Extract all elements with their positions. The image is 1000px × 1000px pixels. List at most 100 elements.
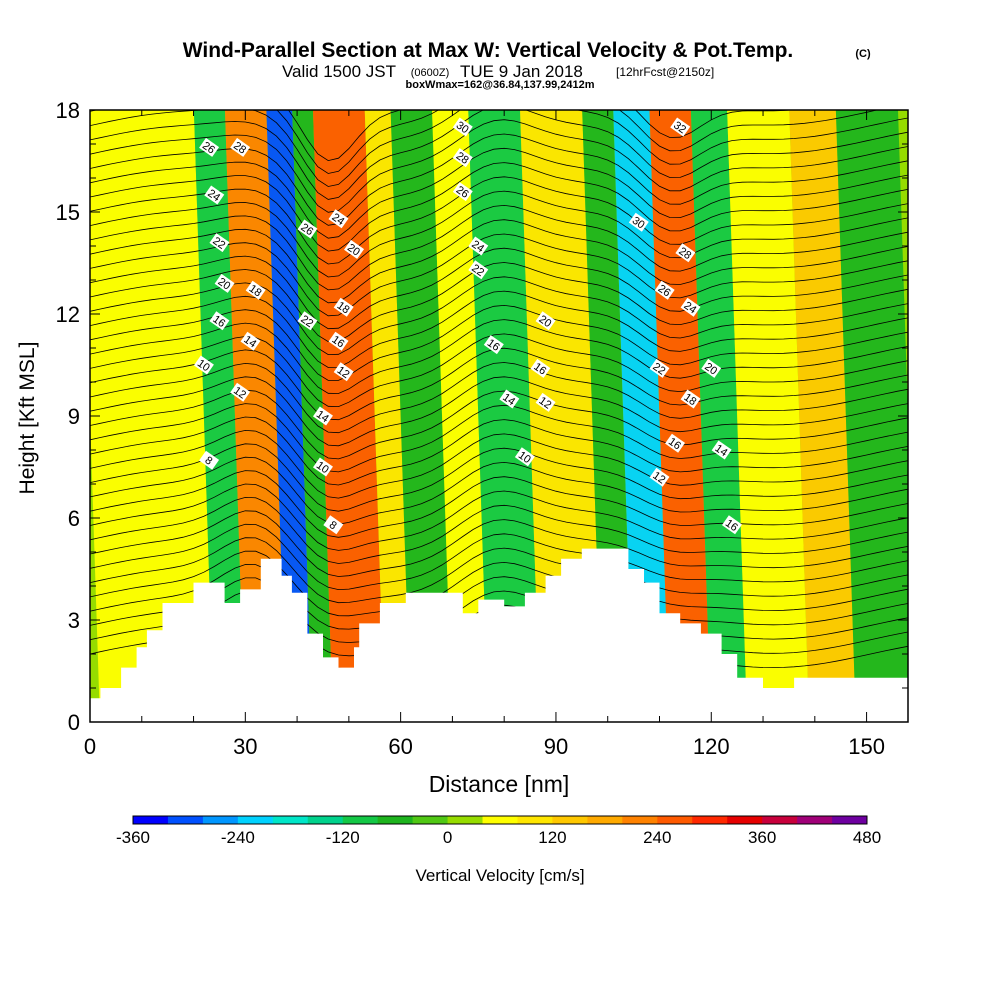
colorbar-swatch — [412, 816, 449, 824]
isentrope-label: 16 — [665, 433, 686, 453]
isentrope-line — [90, 456, 908, 525]
svg-text:16: 16 — [485, 337, 502, 354]
svg-text:24: 24 — [205, 187, 222, 204]
isentrope-line — [90, 304, 908, 381]
isentrope-line — [90, 247, 908, 330]
chart-title: Wind-Parallel Section at Max W: Vertical… — [183, 39, 794, 62]
isentrope-label: 10 — [514, 447, 535, 467]
isentrope-label: 28 — [452, 148, 473, 168]
isentrope-line — [90, 110, 908, 200]
colorbar-tick-label: 0 — [443, 828, 452, 847]
svg-text:20: 20 — [216, 276, 233, 293]
isentrope-line — [90, 362, 908, 434]
svg-text:14: 14 — [713, 442, 730, 459]
svg-text:26: 26 — [298, 221, 315, 238]
isentrope-line — [90, 190, 908, 278]
colorbar-swatch — [587, 816, 623, 824]
svg-text:26: 26 — [656, 283, 673, 300]
colorbar-swatch — [517, 816, 553, 824]
colorbar-swatch — [657, 816, 693, 824]
isentrope-line — [90, 290, 908, 368]
isentrope-line — [90, 110, 908, 187]
isentrope-label: 12 — [535, 392, 556, 412]
svg-text:16: 16 — [531, 361, 548, 378]
isentrope-line — [90, 523, 908, 591]
colorbar-tick-label: -360 — [116, 828, 150, 847]
y-tick-label: 0 — [68, 710, 80, 735]
y-tick-label: 12 — [56, 302, 80, 327]
isentrope-label: 12 — [230, 382, 251, 402]
svg-text:8: 8 — [327, 519, 339, 532]
isentrope-line — [90, 443, 908, 512]
svg-text:14: 14 — [500, 391, 517, 408]
colorbar-swatch — [832, 816, 868, 824]
isentrope-line — [90, 403, 908, 473]
isentrope-line — [90, 416, 908, 486]
svg-text:32: 32 — [671, 119, 688, 136]
isentrope-label: 8 — [199, 450, 220, 470]
svg-text:10: 10 — [314, 459, 331, 476]
y-tick-label: 18 — [56, 98, 80, 123]
isentrope-label: 20 — [214, 273, 235, 293]
y-tick-label: 9 — [68, 404, 80, 429]
isentrope-line — [90, 550, 908, 617]
colorbar-swatch — [762, 816, 798, 824]
colorbar-tick-label: 240 — [643, 828, 671, 847]
svg-text:18: 18 — [335, 300, 352, 317]
velocity-band — [613, 110, 670, 722]
velocity-band — [649, 110, 711, 722]
svg-text:20: 20 — [702, 361, 719, 378]
svg-text:30: 30 — [454, 119, 471, 136]
isentrope-line — [90, 537, 908, 604]
svg-text:28: 28 — [676, 245, 693, 262]
svg-text:22: 22 — [650, 361, 667, 378]
y-tick-label: 6 — [68, 506, 80, 531]
colorbar-tick-label: 360 — [748, 828, 776, 847]
velocity-band — [364, 110, 411, 722]
isentrope-line — [90, 319, 908, 394]
svg-text:12: 12 — [537, 395, 554, 412]
isentrope-label: 12 — [649, 467, 670, 487]
colorbar-swatch — [167, 816, 204, 824]
colorbar-swatch — [377, 816, 414, 824]
velocity-band — [266, 110, 313, 722]
isentrope-label: 30 — [628, 212, 649, 232]
y-axis-label: Height [Kft MSL] — [16, 342, 39, 495]
isentrope-label: 16 — [328, 331, 349, 351]
isentrope-line — [90, 496, 908, 564]
svg-text:10: 10 — [516, 449, 533, 466]
isentrope-label: 24 — [468, 236, 489, 256]
x-tick-label: 60 — [388, 734, 412, 759]
isentrope-label: 22 — [209, 233, 230, 253]
colorbar-swatch — [133, 816, 169, 824]
colorbar-swatch — [272, 816, 309, 824]
isentrope-line — [90, 119, 908, 213]
isentrope-line — [287, 110, 798, 162]
svg-text:22: 22 — [469, 262, 486, 279]
isentrope-line — [90, 162, 908, 252]
isentrope-label: 14 — [312, 406, 333, 426]
colorbar-swatch — [482, 816, 518, 824]
x-tick-label: 0 — [84, 734, 96, 759]
isentrope-label: 22 — [649, 358, 670, 378]
box-info: boxWmax=162@36.84,137.99,2412m — [406, 79, 595, 91]
terrain — [90, 548, 908, 722]
svg-text:8: 8 — [203, 454, 215, 467]
isentrope-label: 16 — [530, 358, 551, 378]
valid-zulu: (0600Z) — [411, 67, 450, 79]
x-tick-label: 150 — [848, 734, 885, 759]
isentrope-line — [90, 510, 908, 577]
isentrope-line — [90, 483, 908, 551]
x-tick-label: 90 — [544, 734, 568, 759]
isentrope-line — [90, 333, 908, 408]
isentrope-label: 14 — [499, 389, 520, 409]
colorbar-tick-label: -240 — [221, 828, 255, 847]
velocity-band — [468, 110, 541, 722]
isentrope-line — [90, 219, 908, 304]
colorbar-swatch — [727, 816, 763, 824]
svg-text:26: 26 — [454, 184, 471, 201]
svg-text:20: 20 — [537, 313, 554, 330]
isentrope-line — [90, 147, 908, 239]
colorbar-swatch — [797, 816, 833, 824]
colorbar: -360 -240 -120 0 120 240 360 480 — [116, 815, 881, 847]
